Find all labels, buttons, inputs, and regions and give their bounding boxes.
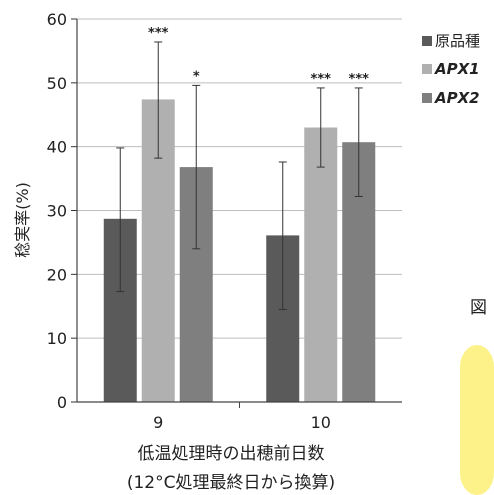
significance-labels: **** *** *** xyxy=(148,26,369,87)
y-tick-label: 0 xyxy=(57,393,67,412)
x-axis-label-line2: (12°C処理最終日から換算) xyxy=(127,473,335,493)
legend-swatch xyxy=(422,93,432,103)
x-tick-labels: 9 10 xyxy=(153,413,331,432)
legend: 原品種 APX1 APX2 xyxy=(422,32,480,107)
legend-label: APX2 xyxy=(434,89,480,107)
error-bars xyxy=(116,41,363,310)
side-label: 図 xyxy=(470,298,487,318)
legend-swatch xyxy=(422,36,432,46)
legend-swatch xyxy=(422,64,432,74)
y-tick-label: 30 xyxy=(47,202,67,221)
x-tick-label: 9 xyxy=(153,413,163,432)
y-axis-label: 稔実率(%) xyxy=(13,182,32,258)
legend-label: 原品種 xyxy=(435,32,480,50)
y-tick-label: 10 xyxy=(47,329,67,348)
x-tick-label: 10 xyxy=(311,413,331,432)
axes xyxy=(76,19,402,408)
y-tick-labels: 0 10 20 30 40 50 60 xyxy=(47,10,67,412)
y-tick-label: 50 xyxy=(47,74,67,93)
bars xyxy=(103,99,376,403)
significance-label: *** xyxy=(311,72,332,87)
x-axis-label-line1: 低温処理時の出穂前日数 xyxy=(138,444,325,464)
significance-label: * xyxy=(193,69,200,84)
significance-label: *** xyxy=(148,26,169,41)
y-tick-label: 60 xyxy=(47,10,67,29)
bar xyxy=(304,127,338,403)
y-tick-label: 40 xyxy=(47,138,67,157)
legend-label: APX1 xyxy=(434,60,480,78)
y-tick-label: 20 xyxy=(47,265,67,284)
side-panel xyxy=(460,345,494,495)
significance-label: *** xyxy=(349,72,370,87)
